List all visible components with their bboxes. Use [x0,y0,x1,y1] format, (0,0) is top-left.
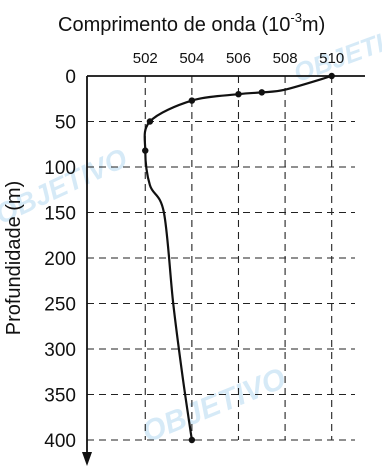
axes [82,75,365,466]
data-point [188,436,196,444]
x-tick-label: 502 [133,50,158,67]
chart-title-tail: m) [302,14,325,36]
y-tick-label: 400 [44,431,76,452]
data-point [188,97,196,104]
chart-title-sup: -3 [290,10,302,25]
data-point [142,147,149,154]
y-tick-labels: 0 50 100 150 200 250 300 350 400 [44,67,76,452]
x-tick-labels: 502 504 506 508 510 [133,50,344,67]
y-tick-label: 300 [44,340,76,361]
x-tick-label: 510 [319,50,344,67]
y-axis-arrow [82,452,92,466]
x-tick-label: 504 [179,50,204,67]
watermarks: OBJETIVO OBJETIVO OBJETIVO [0,15,382,450]
y-tick-label: 350 [44,386,76,407]
y-tick-label: 150 [44,204,76,225]
data-point [235,91,242,98]
y-tick-label: 250 [44,295,76,316]
y-axis-label: Profundidade (m) [3,181,25,336]
grid [87,76,355,441]
data-point [258,89,265,96]
series [142,72,335,444]
y-tick-label: 0 [65,67,76,88]
y-tick-label: 100 [44,158,76,179]
chart-title: Comprimento de onda (10-3m) [58,10,325,36]
y-tick-label: 50 [55,113,76,134]
chart-title-main: Comprimento de onda (10 [58,14,290,36]
watermark-bottom: OBJETIVO [137,362,290,449]
x-tick-label: 508 [273,50,298,67]
x-tick-label: 506 [226,50,251,67]
data-point [146,118,154,125]
y-tick-label: 200 [44,249,76,270]
data-point [328,72,335,80]
